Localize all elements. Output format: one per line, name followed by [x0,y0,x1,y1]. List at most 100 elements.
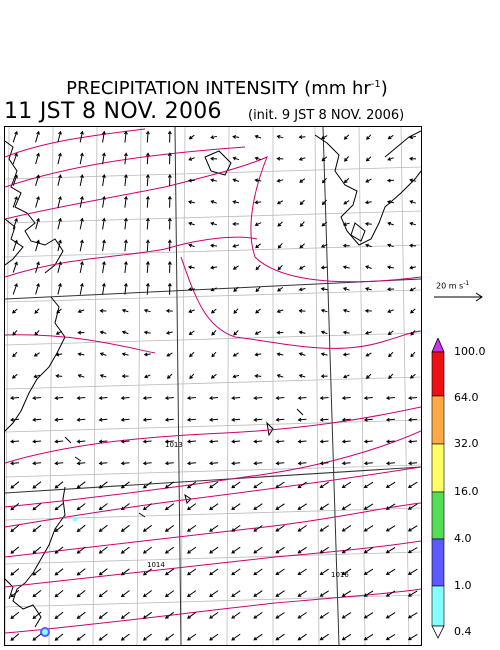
wind-vector [10,546,20,554]
wind-vector [297,461,307,466]
wind-vector [254,374,262,378]
reference-wind-arrow [434,292,483,302]
wind-vector [341,612,352,619]
wind-vector [320,352,328,357]
wind-vector [407,590,418,597]
wind-vector [32,439,42,444]
wind-vector [209,611,219,619]
colorbar-segment [431,538,445,587]
wind-vector [143,330,151,335]
wind-vector [364,330,372,335]
wind-vector [385,461,395,466]
wind-vector [102,130,106,143]
wind-vector [12,330,18,336]
wind-vector [275,590,285,597]
wind-vector [341,633,352,641]
forecast-map: 1013 1014 1016 [4,126,422,646]
wind-vector [410,351,416,358]
wind-vector [188,243,195,248]
wind-vector [57,282,62,295]
wind-vector [407,568,418,575]
wind-vector [231,568,241,576]
wind-vector [10,396,20,400]
wind-vector [253,503,263,510]
wind-vector [365,352,372,357]
wind-vector [276,330,284,335]
wind-vector [254,330,262,335]
wind-vector [98,633,108,641]
wind-vector [76,461,86,466]
wind-vector [120,568,130,576]
wind-vector [341,525,352,532]
wind-vector [342,265,350,270]
wind-vector [210,373,217,379]
wind-vector [276,134,284,139]
wind-vector [54,546,64,554]
wind-vector [76,439,86,444]
wind-vector [407,503,418,510]
wind-vector [232,352,239,357]
wind-vector [98,461,108,466]
wind-vector [253,417,263,422]
wind-vector [164,568,175,576]
wind-vector [12,217,18,230]
wind-vector [254,156,262,161]
wind-vector [297,612,307,619]
wind-vector [409,265,416,270]
wind-vector [209,633,219,641]
map-canvas: 1013 1014 1016 [5,127,421,645]
wind-vector [79,282,84,295]
wind-vector [343,374,350,379]
wind-vector [76,396,86,400]
wind-vector [124,217,128,230]
wind-vector [365,373,372,379]
wind-vector [275,546,285,554]
wind-vector [54,481,64,489]
wind-vector [299,199,305,206]
wind-vector [342,222,350,227]
wind-vector [363,546,374,554]
wind-vector [386,265,394,270]
wind-vector [276,178,284,183]
wind-vector [363,481,374,489]
wind-vector [253,396,263,400]
wind-vector [341,396,351,400]
wind-vector [57,239,62,252]
wind-vector [54,611,64,620]
wind-vector [341,439,351,444]
wind-vector [166,352,173,357]
wind-vector [275,439,285,444]
wind-vector [32,417,42,422]
colorbar-below-triangle [431,625,445,639]
wind-vector [297,417,307,422]
isobar-label: 1016 [331,571,349,579]
wind-vector [102,195,106,208]
wind-vector [35,130,40,143]
wind-vector [189,373,195,380]
wind-vector [55,330,63,335]
wind-vector [120,546,130,554]
wind-vector [187,633,197,641]
wind-vector [297,525,307,532]
wind-vector [98,611,108,619]
wind-vector [189,351,195,358]
wind-vector [188,157,195,161]
isobar-label: 1013 [165,441,183,449]
wind-vector [275,525,285,532]
wind-vector [209,481,219,489]
wind-vector [363,590,374,597]
wind-vector [253,590,263,597]
wind-vector [143,352,151,357]
wind-vector [363,612,374,619]
wind-vector [99,330,107,335]
wind-vector [385,503,396,510]
wind-vector [408,417,418,422]
wind-vector [10,461,20,466]
wind-vector [409,287,416,292]
wind-vector [253,461,263,466]
wind-vector [231,461,241,466]
precip-spot [40,627,50,637]
wind-vector [32,611,42,620]
wind-vector [231,633,241,641]
wind-vector [77,374,85,378]
